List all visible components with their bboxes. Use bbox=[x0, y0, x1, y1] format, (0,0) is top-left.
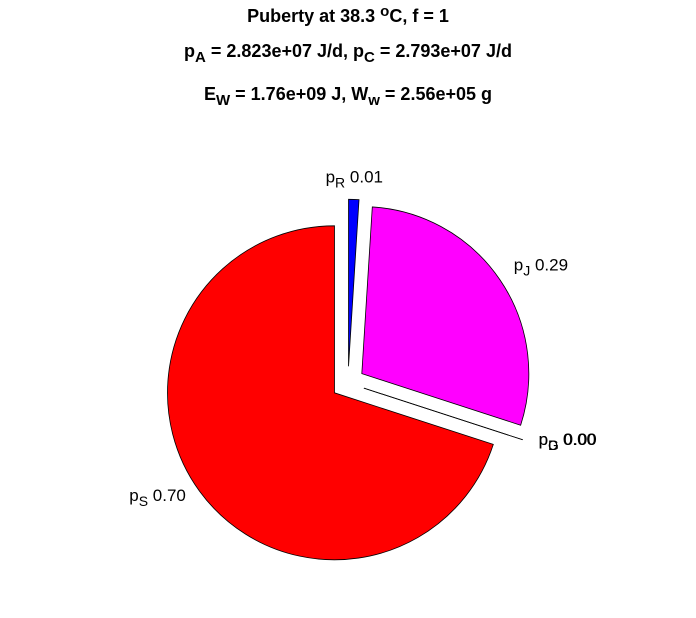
label-symbol: p bbox=[539, 430, 548, 449]
title-part: W bbox=[216, 92, 231, 109]
pie-slice bbox=[348, 198, 360, 367]
label-value: 0.01 bbox=[350, 168, 383, 187]
label-symbol: p bbox=[129, 486, 138, 505]
chart-title: Puberty at 38.3 oC, f = 1 bbox=[247, 3, 449, 26]
title-part: = 1.76e+09 J, W bbox=[230, 84, 368, 104]
label-symbol: p bbox=[539, 430, 548, 449]
slice-label: pJ 0.29 bbox=[514, 255, 568, 278]
label-value: 0.00 bbox=[563, 430, 596, 449]
pie-slice bbox=[361, 206, 530, 426]
title-part: o bbox=[380, 3, 389, 20]
label-symbol: p bbox=[326, 168, 335, 187]
title-part: = 2.793e+07 J/d bbox=[375, 41, 512, 61]
title-part: A bbox=[195, 49, 206, 66]
label-subscript: R bbox=[335, 175, 345, 191]
title-part: w bbox=[367, 92, 380, 109]
label-subscript: G bbox=[548, 437, 559, 453]
label-subscript: S bbox=[139, 493, 148, 509]
title-part: C, f = 1 bbox=[389, 6, 449, 26]
chart-title: pA = 2.823e+07 J/d, pC = 2.793e+07 J/d bbox=[184, 41, 512, 66]
label-value: 0.29 bbox=[535, 255, 568, 274]
slice-label: pS 0.70 bbox=[129, 486, 186, 509]
slice-label: pG 0.00 bbox=[539, 430, 597, 453]
chart-title: EW = 1.76e+09 J, Ww = 2.56e+05 g bbox=[204, 84, 492, 109]
title-part: = 2.823e+07 J/d, p bbox=[206, 41, 364, 61]
label-value: 0.00 bbox=[564, 430, 597, 449]
title-part: p bbox=[184, 41, 195, 61]
pie-slice bbox=[363, 387, 523, 441]
title-part: = 2.56e+05 g bbox=[380, 84, 492, 104]
label-subscript: J bbox=[523, 262, 530, 278]
title-part: C bbox=[364, 49, 375, 66]
slice-label: pR 0.01 bbox=[326, 168, 383, 191]
label-subscript: D bbox=[548, 437, 558, 453]
title-part: Puberty at 38.3 bbox=[247, 6, 380, 26]
label-value: 0.70 bbox=[153, 486, 186, 505]
pie-slice bbox=[167, 225, 494, 561]
slice-label: pD 0.00 bbox=[539, 430, 596, 453]
label-symbol: p bbox=[514, 255, 523, 274]
title-part: E bbox=[204, 84, 216, 104]
